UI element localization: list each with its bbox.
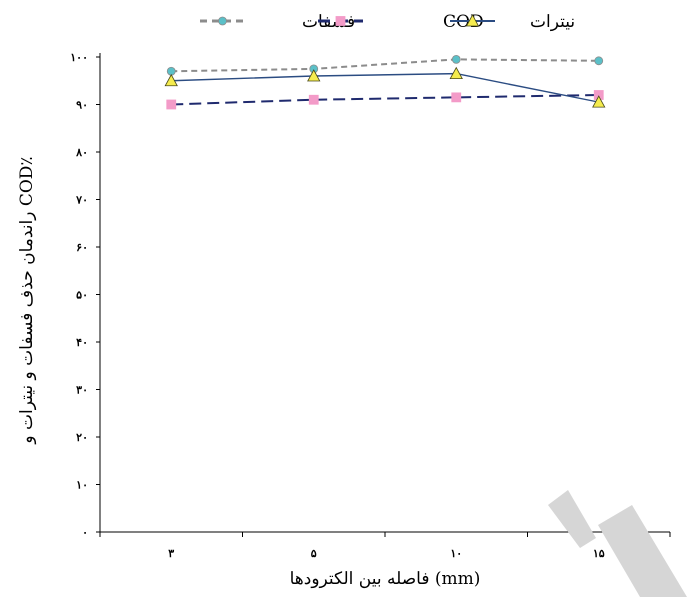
x-axis-title: فاصله بین الکترودها (mm) <box>290 569 481 589</box>
watermark-slash-small <box>548 490 596 548</box>
y-tick-label: ۲۰ <box>76 431 88 444</box>
watermark-shapes <box>548 490 687 597</box>
legend: فسفاتCODنیترات <box>200 12 575 32</box>
series-1 <box>166 54 604 76</box>
legend-label: نیترات <box>530 12 575 32</box>
data-point <box>594 56 604 66</box>
data-point <box>451 92 462 103</box>
y-tick-label: ۱۰۰ <box>70 51 88 64</box>
watermark-slash-large <box>598 505 687 597</box>
y-ticks: ۰ ۱۰ ۲۰ ۳۰ ۴۰ ۵۰ ۶۰ ۷۰ ۸۰ ۹۰ ۱۰۰ <box>70 51 100 539</box>
y-tick-label: ۰ <box>82 526 88 539</box>
y-tick-label: ۹۰ <box>76 99 88 112</box>
x-ticks: ۳ ۵ ۱۰ ۱۵ <box>99 532 671 560</box>
data-point <box>166 99 177 110</box>
legend-item-1: فسفات <box>200 12 355 32</box>
legend-swatch-marker <box>218 16 227 26</box>
legend-swatch-marker <box>335 16 346 26</box>
x-tick-label: ۵ <box>311 547 317 560</box>
y-tick-label: ۴۰ <box>76 336 88 349</box>
y-tick-label: ۸۰ <box>75 146 88 159</box>
legend-swatch-marker <box>465 14 480 27</box>
series-line <box>171 58 599 73</box>
series-3 <box>164 66 606 108</box>
y-tick-label: ۵۰ <box>76 289 88 302</box>
data-point <box>164 73 178 87</box>
data-point <box>308 94 319 105</box>
axes <box>99 53 670 533</box>
series-group <box>164 54 606 110</box>
x-tick-label: ۳ <box>168 547 174 560</box>
legend-item-3: نیترات <box>450 12 575 32</box>
series-2 <box>166 90 604 110</box>
data-point <box>307 69 321 82</box>
y-tick-label: ۱۰ <box>76 479 88 492</box>
data-point <box>451 54 461 64</box>
data-point <box>592 95 606 108</box>
series-line <box>171 72 599 103</box>
y-axis-title: راندمان حذف فسفات و نیترات و COD٪ <box>17 156 37 444</box>
y-tick-label: ۳۰ <box>76 384 88 397</box>
y-tick-label: ۶۰ <box>76 241 88 254</box>
data-point <box>449 66 463 80</box>
y-tick-label: ۷۰ <box>75 194 88 207</box>
series-line <box>171 94 599 106</box>
x-tick-label: ۱۰ <box>450 547 462 560</box>
x-tick-label: ۱۵ <box>593 547 605 560</box>
